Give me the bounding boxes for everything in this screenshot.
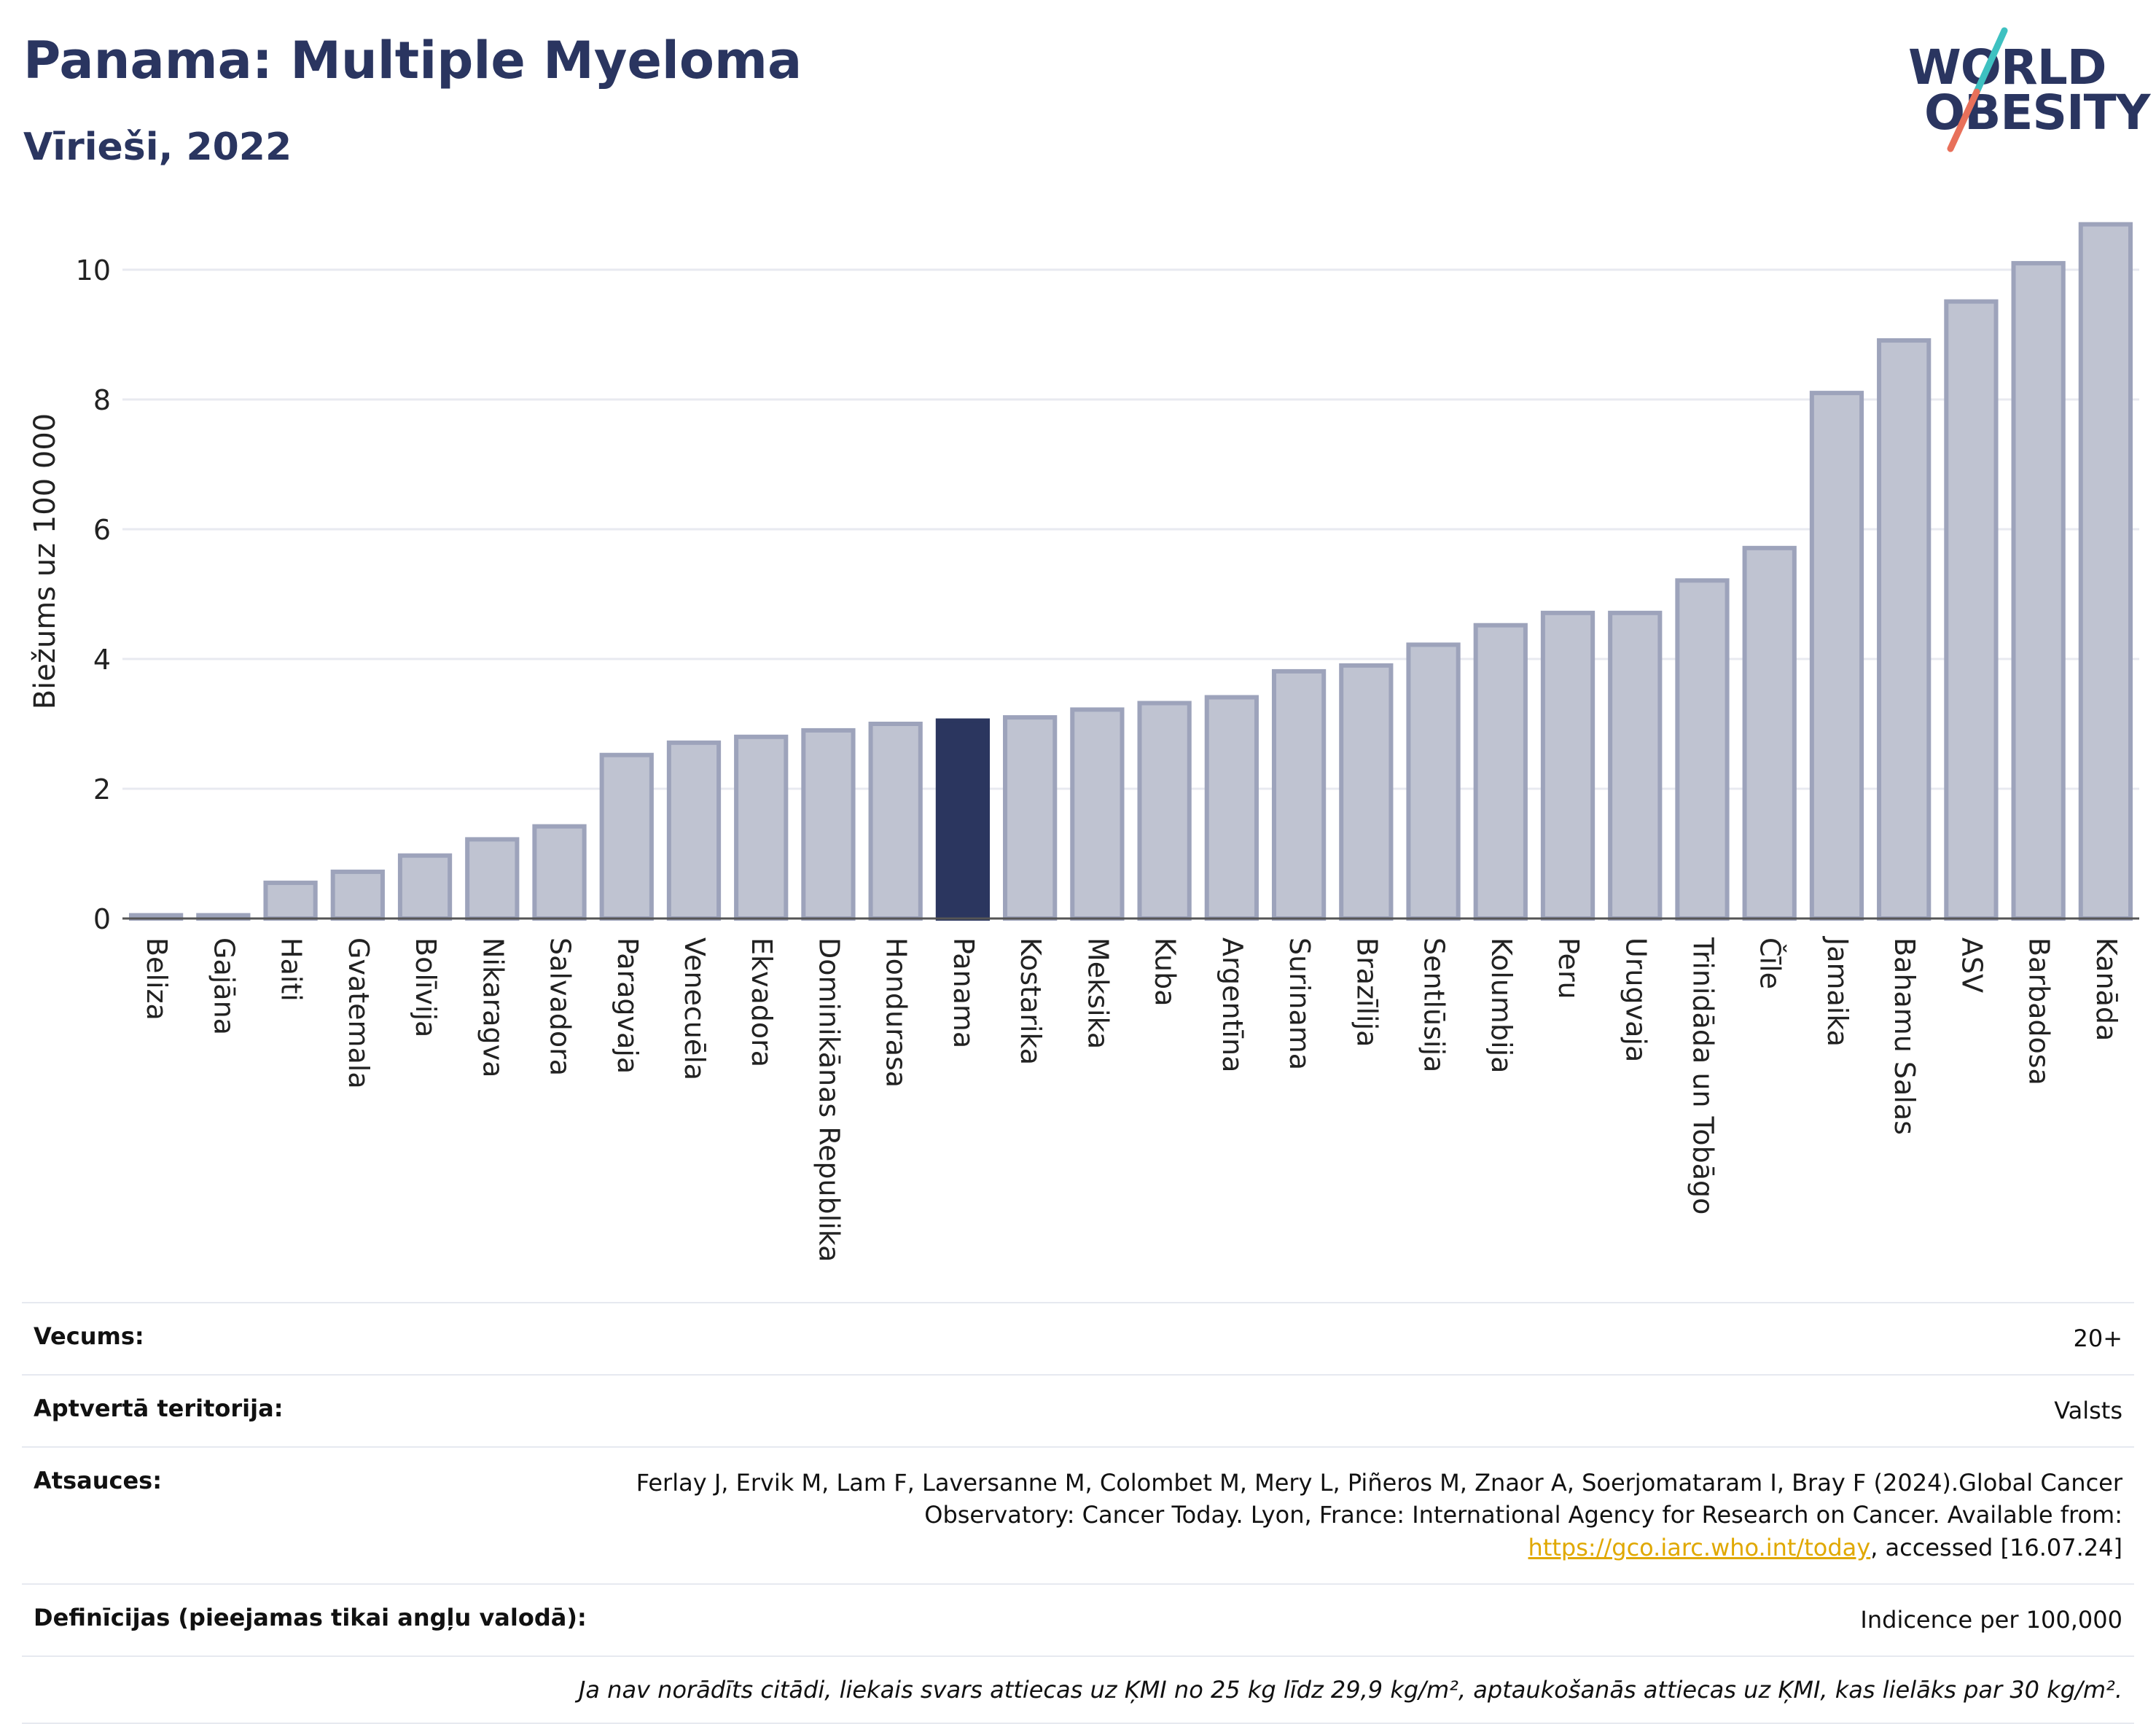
logo-word-1: WORLD (1908, 39, 2107, 95)
age-label: Vecums: (34, 1322, 144, 1350)
bar (1944, 299, 1999, 921)
x-tick-label: Ekvadora (746, 937, 778, 1067)
info-table: Vecums: 20+ Aptvertā teritorija: Valsts … (22, 1302, 2134, 1724)
x-tick-label: Paragvaja (612, 937, 644, 1074)
bar (1608, 610, 1663, 921)
footnote: Ja nav norādīts citādi, liekais svars at… (578, 1675, 2122, 1704)
references-text: Ferlay J, Ervik M, Lam F, Laversanne M, … (636, 1468, 2122, 1529)
definitions-label: Definīcijas (pieejamas tikai angļu valod… (34, 1603, 587, 1631)
info-row-territory: Aptvertā teritorija: Valsts (22, 1373, 2134, 1446)
x-tick-label: Meksika (1082, 937, 1114, 1049)
x-tick-label: Panama (948, 937, 980, 1048)
x-tick-label: Čīle (1754, 937, 1786, 989)
x-tick-label: Barbadosa (2023, 937, 2055, 1085)
references-value: Ferlay J, Ervik M, Lam F, Laversanne M, … (606, 1467, 2122, 1564)
bar (1406, 642, 1461, 921)
bar (1877, 338, 1932, 921)
bar (2078, 222, 2133, 921)
x-tick-label: Brazīlija (1351, 937, 1383, 1047)
page-title: Panama: Multiple Myeloma (23, 31, 802, 90)
y-tick-label: 4 (93, 644, 111, 676)
bar (465, 837, 520, 921)
info-row-references: Atsauces: Ferlay J, Ervik M, Lam F, Lave… (22, 1446, 2134, 1583)
bar (1742, 545, 1797, 921)
bar (1540, 610, 1595, 921)
references-label: Atsauces: (34, 1466, 162, 1494)
x-tick-label: Sentlūsija (1418, 937, 1450, 1072)
x-tick-label: Trinidāda un Tobāgo (1687, 937, 1719, 1214)
world-obesity-logo: WORLD OBESITY (1888, 22, 2150, 160)
bar (1271, 668, 1327, 921)
x-tick-label: Kuba (1149, 937, 1181, 1007)
age-value: 20+ (2073, 1325, 2122, 1352)
bar (1070, 707, 1125, 921)
x-tick-label: Gajāna (208, 937, 240, 1035)
bar (734, 734, 789, 921)
bar (1339, 663, 1394, 921)
info-row-definitions: Definīcijas (pieejamas tikai angļu valod… (22, 1583, 2134, 1655)
bar (801, 728, 856, 921)
x-tick-label: Kostarika (1015, 937, 1047, 1065)
logo-slash-icon (1947, 27, 2008, 152)
references-tail: , accessed [16.07.24] (1870, 1534, 2122, 1562)
x-tick-label: Peru (1552, 937, 1585, 999)
x-tick-label: Hondurasa (880, 937, 913, 1088)
x-tick-label: Kolumbija (1485, 937, 1518, 1073)
bar (1003, 715, 1058, 921)
bar (1809, 391, 1864, 921)
x-tick-label: Haiti (276, 937, 308, 1002)
y-tick-label: 6 (93, 514, 111, 546)
definitions-value: Indicence per 100,000 (1860, 1605, 2122, 1634)
bar (599, 752, 654, 921)
bar (263, 881, 318, 921)
y-tick-label: 8 (93, 384, 111, 416)
bar (1137, 701, 1192, 921)
bar (1204, 695, 1259, 921)
bar (935, 718, 991, 921)
bar (1675, 578, 1730, 921)
x-tick-label: Nikaragva (477, 937, 509, 1077)
bar (1473, 623, 1528, 921)
bar (532, 824, 587, 921)
x-tick-label: Jamaika (1821, 936, 1854, 1047)
y-tick-label: 2 (93, 773, 111, 806)
bar (397, 853, 453, 921)
y-tick-label: 0 (93, 903, 111, 935)
bar (868, 722, 923, 921)
x-tick-label: Gvatemala (343, 937, 375, 1089)
x-tick-label: Urugvaja (1620, 937, 1652, 1062)
y-tick-label: 10 (76, 254, 111, 286)
x-tick-label: Dominikānas Republika (813, 937, 845, 1262)
x-tick-label: Salvadora (544, 937, 577, 1076)
x-tick-label: ASV (1956, 937, 1988, 993)
x-tick-label: Beliza (141, 937, 173, 1021)
bar (666, 740, 722, 921)
page-subtitle: Vīrieši, 2022 (23, 125, 292, 169)
info-row-note: Ja nav norādīts citādi, liekais svars at… (22, 1655, 2134, 1724)
x-tick-label: Bolīvija (410, 937, 442, 1037)
territory-value: Valsts (2054, 1396, 2122, 1424)
x-tick-label: Argentīna (1216, 937, 1249, 1072)
territory-label: Aptvertā teritorija: (34, 1394, 284, 1422)
x-tick-label: Venecuēla (679, 937, 711, 1080)
info-row-age: Vecums: 20+ (22, 1302, 2134, 1374)
bar-chart: 0 2 4 6 8 10 Beliza Gajāna Haiti Gvatemala Bolīvij… (76, 222, 2139, 1262)
x-tick-label: Surinama (1284, 937, 1316, 1070)
references-link[interactable]: https://gco.iarc.who.int/today (1528, 1534, 1871, 1562)
bar (330, 869, 385, 921)
x-tick-label: Bahamu Salas (1889, 937, 1921, 1135)
x-tick-label: Kanāda (2090, 937, 2122, 1041)
bar (2011, 261, 2066, 921)
